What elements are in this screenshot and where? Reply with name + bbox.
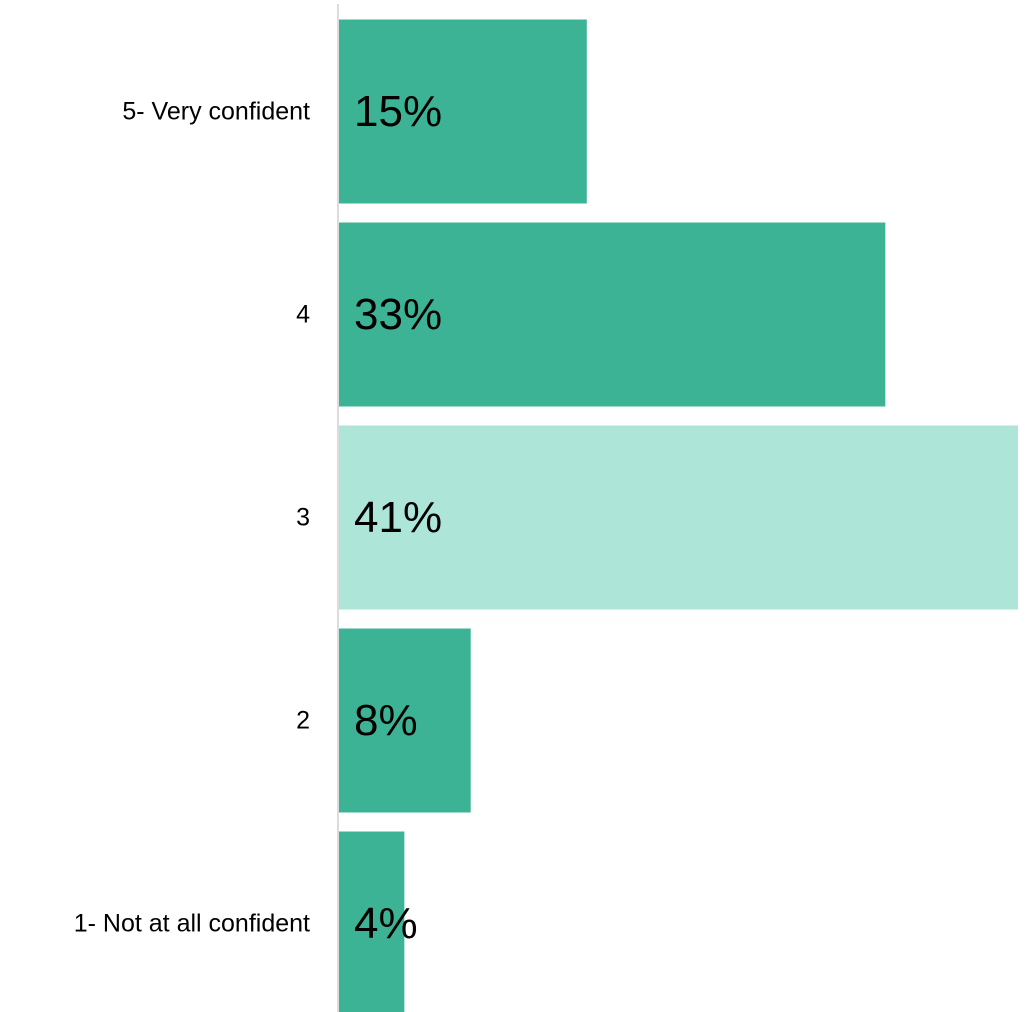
value-label: 4% bbox=[354, 899, 418, 948]
category-labels-group: 5- Very confident 4 3 2 1- Not at all confid… bbox=[74, 98, 310, 938]
bar-1 bbox=[339, 19, 587, 204]
bar-2 bbox=[339, 222, 886, 407]
value-labels-group: 15% 33% 41% 8% 4% bbox=[354, 87, 442, 948]
bars-group bbox=[339, 19, 1018, 1012]
bar-5 bbox=[339, 831, 405, 1012]
category-label: 5- Very confident bbox=[122, 98, 310, 126]
value-label: 33% bbox=[354, 290, 442, 339]
value-label: 15% bbox=[354, 87, 442, 136]
value-label: 41% bbox=[354, 493, 442, 542]
bar-4 bbox=[339, 628, 471, 813]
value-label: 8% bbox=[354, 696, 418, 745]
category-label: 3 bbox=[296, 504, 310, 532]
bar-3 bbox=[339, 425, 1018, 610]
category-label: 2 bbox=[296, 707, 310, 735]
category-label: 1- Not at all confident bbox=[74, 910, 310, 938]
category-label: 4 bbox=[296, 301, 310, 329]
